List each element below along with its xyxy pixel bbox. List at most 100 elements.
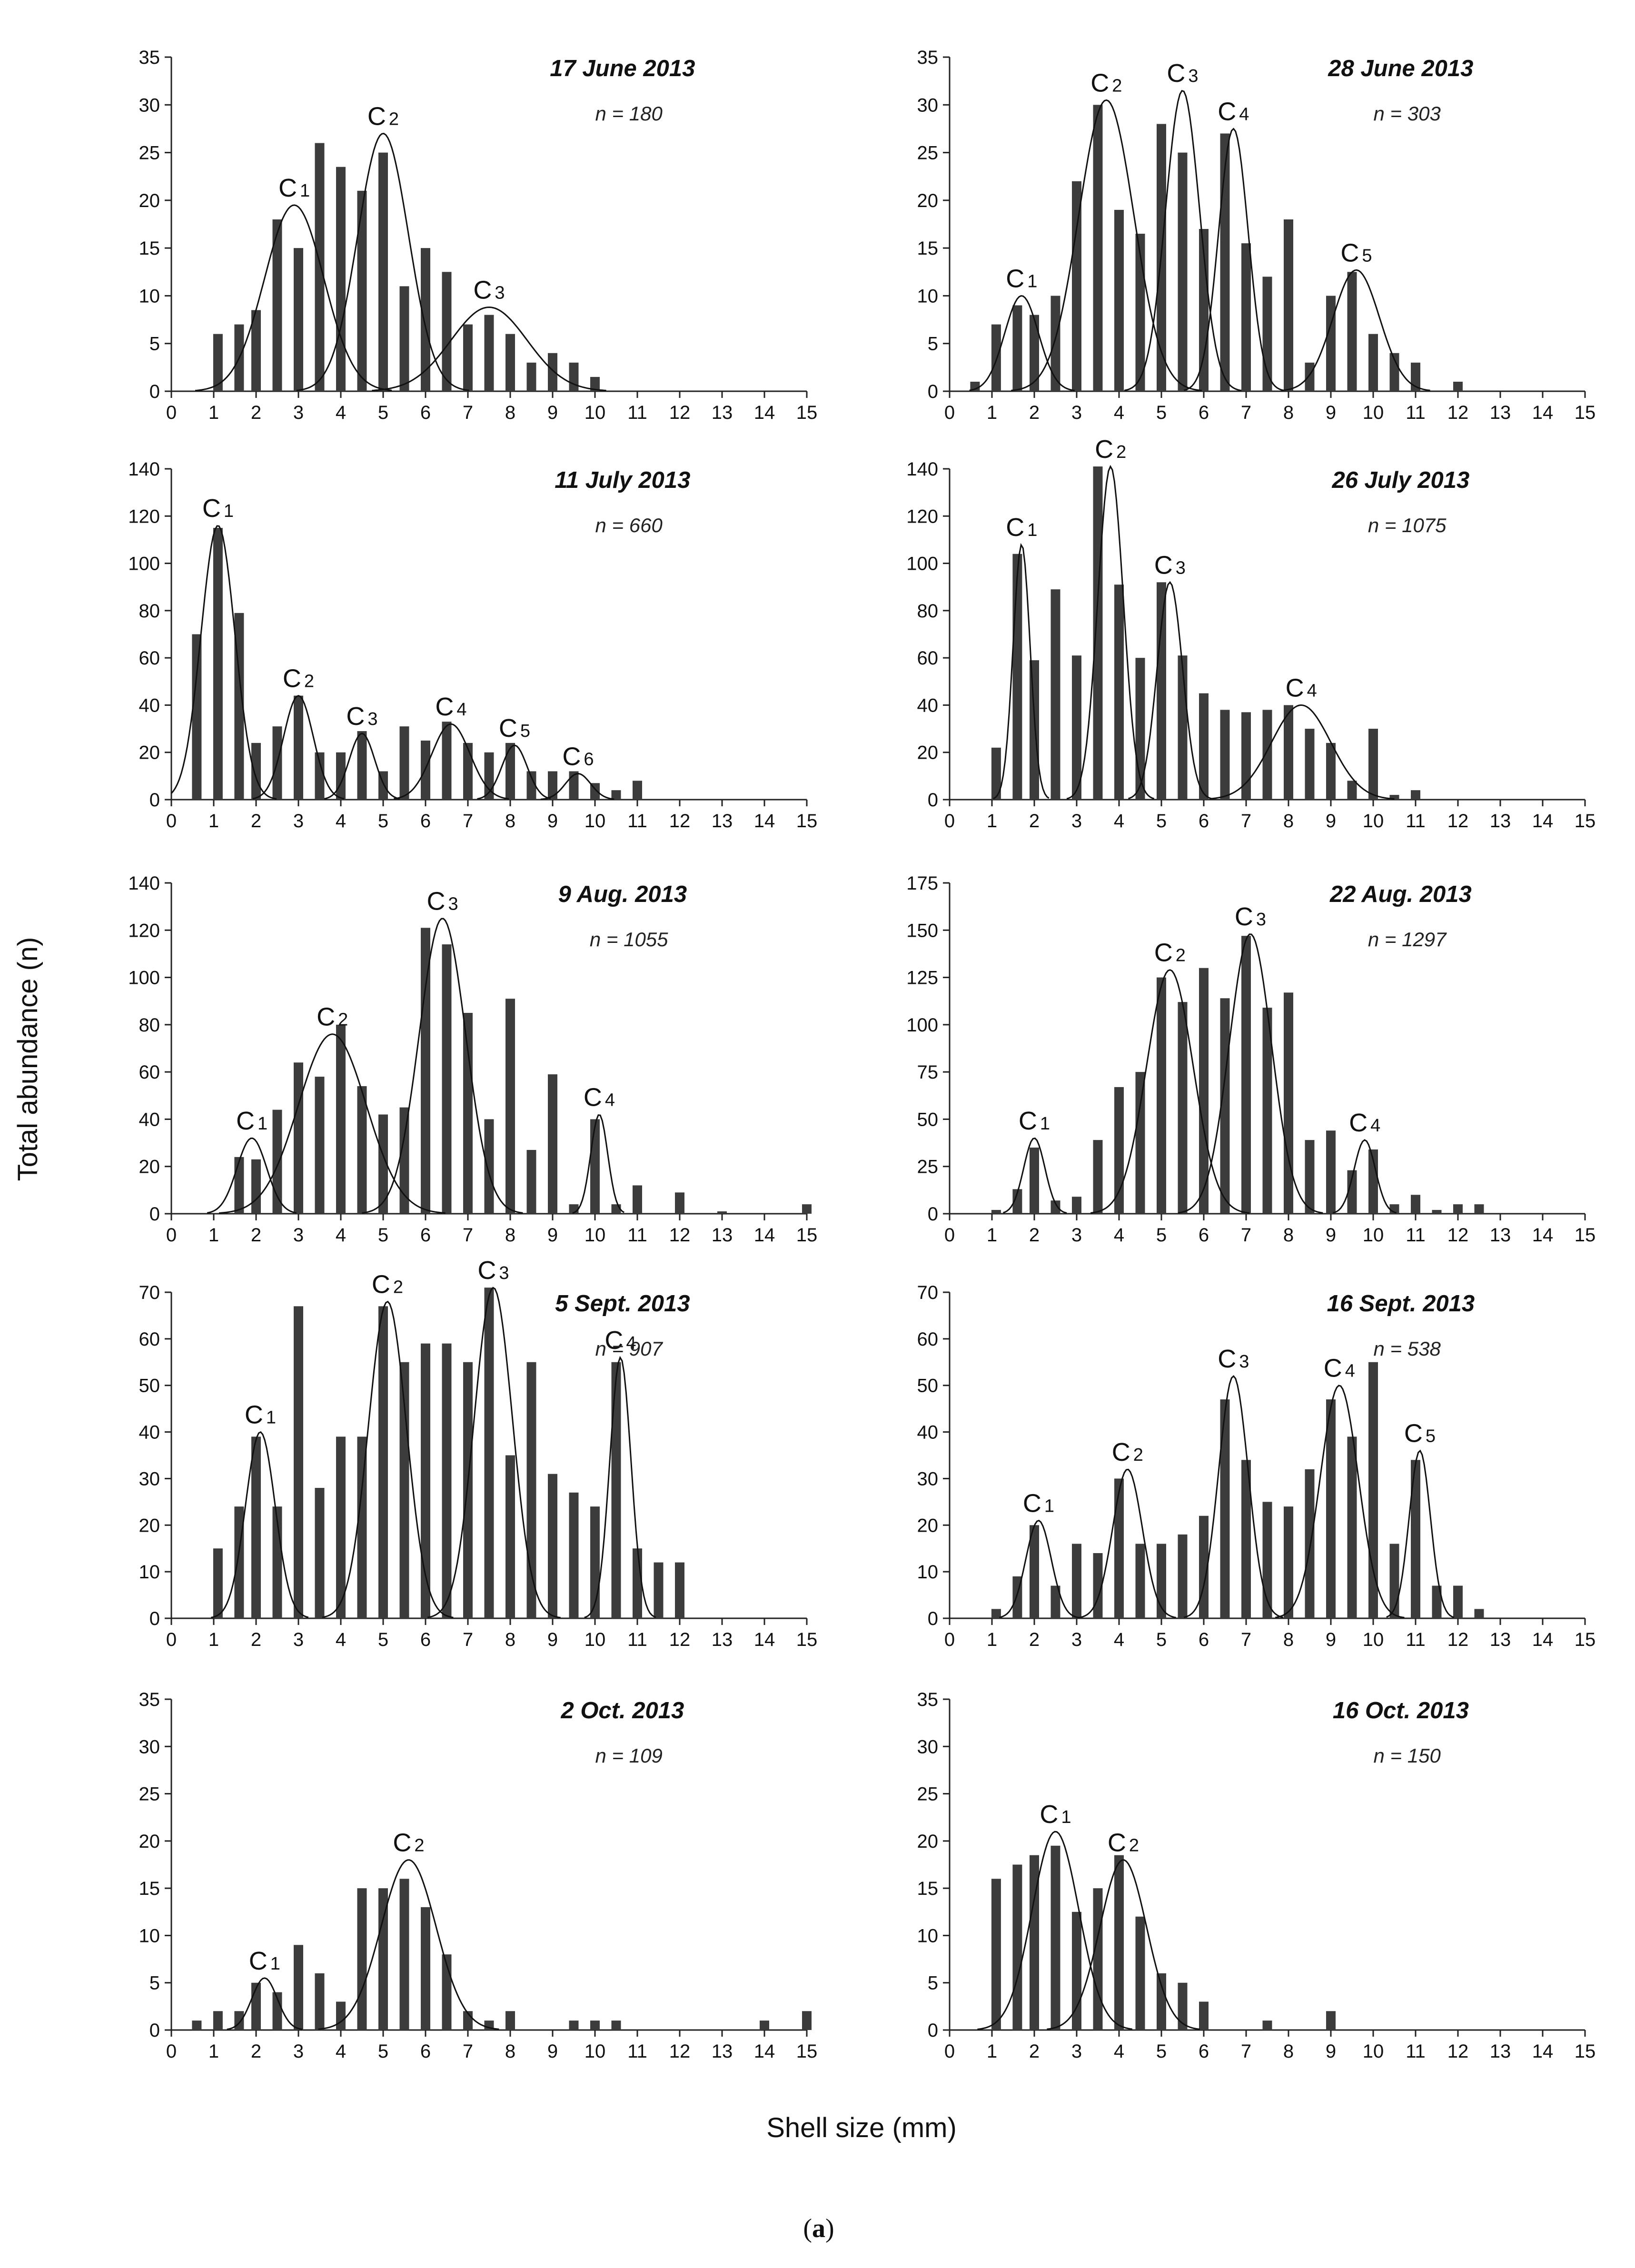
cohort-curve <box>372 306 606 391</box>
bar <box>442 1343 452 1618</box>
bar <box>294 1945 303 2030</box>
cohort-index: 1 <box>1027 271 1037 291</box>
bar <box>1347 1436 1357 1618</box>
x-tick-label: 8 <box>1283 2041 1294 2062</box>
x-tick-label: 10 <box>585 1629 606 1650</box>
cohort-curve <box>1183 128 1284 391</box>
x-tick-label: 11 <box>1406 811 1426 832</box>
cohort-index: 3 <box>1256 910 1266 930</box>
y-tick-label: 70 <box>917 1282 939 1303</box>
bar <box>421 1343 430 1618</box>
bar <box>1453 1204 1463 1214</box>
bar <box>569 771 579 800</box>
bar <box>378 1306 388 1618</box>
x-tick-label: 5 <box>1156 2041 1167 2062</box>
x-tick-label: 4 <box>336 402 346 423</box>
bar <box>1241 243 1251 391</box>
x-tick-label: 6 <box>1199 811 1209 832</box>
x-tick-label: 8 <box>1283 402 1294 423</box>
cohort-letter: C <box>1090 69 1109 97</box>
cohort-letter: C <box>278 174 297 202</box>
cohort-curve <box>1011 99 1202 391</box>
y-tick-label: 140 <box>128 873 160 894</box>
bar <box>970 381 980 391</box>
bar <box>760 2020 769 2030</box>
sample-size: n = 538 <box>1374 1337 1441 1360</box>
x-tick-label: 15 <box>796 811 818 832</box>
cohort-letter: C <box>317 1003 335 1031</box>
y-tick-label: 0 <box>149 381 160 402</box>
cohort-index: 4 <box>626 1333 636 1353</box>
cohort-letter: C <box>473 276 492 304</box>
y-tick-label: 0 <box>928 1204 938 1225</box>
bar <box>1368 1362 1378 1618</box>
x-tick-label: 9 <box>547 1225 558 1246</box>
bar <box>378 1888 388 2030</box>
bar <box>1262 277 1272 391</box>
bar <box>272 1992 282 2030</box>
panel-label-close: ) <box>825 2214 834 2243</box>
cohort-index: 2 <box>1129 1836 1139 1856</box>
cohort-index: 2 <box>304 672 314 692</box>
bar <box>1030 660 1039 800</box>
y-tick-label: 50 <box>917 1376 939 1396</box>
bar <box>1326 743 1336 800</box>
bar <box>1135 1916 1145 2030</box>
x-tick-label: 2 <box>1029 2041 1040 2062</box>
bar <box>675 1562 684 1618</box>
cohort-letter: C <box>372 1270 390 1299</box>
bar <box>294 695 303 800</box>
bar <box>991 324 1001 391</box>
bar <box>633 781 642 800</box>
x-tick-label: 3 <box>1071 1629 1082 1650</box>
y-tick-label: 100 <box>906 1015 938 1036</box>
x-tick-label: 10 <box>585 1225 606 1246</box>
chart-title: 9 Aug. 2013 <box>558 881 687 907</box>
cohort-curve <box>170 525 277 800</box>
y-tick-label: 140 <box>128 459 160 480</box>
chart-title: 16 Oct. 2013 <box>1333 1698 1469 1723</box>
y-tick-label: 80 <box>139 1015 160 1036</box>
bar <box>991 747 1001 800</box>
sample-size: n = 1075 <box>1368 514 1447 536</box>
x-tick-label: 3 <box>1071 402 1082 423</box>
y-tick-label: 0 <box>149 1204 160 1225</box>
x-tick-label: 3 <box>293 402 304 423</box>
x-tick-label: 6 <box>420 402 431 423</box>
cohort-letter: C <box>1108 1829 1126 1857</box>
cohort-letter: C <box>346 702 365 731</box>
x-tick-label: 6 <box>420 811 431 832</box>
sample-size: n = 109 <box>595 1744 663 1767</box>
cohort-index: 4 <box>1370 1116 1380 1136</box>
y-tick-label: 20 <box>917 1831 939 1852</box>
x-tick-label: 15 <box>796 2041 818 2062</box>
bar <box>442 722 452 800</box>
x-tick-label: 2 <box>1029 1225 1040 1246</box>
y-tick-label: 25 <box>139 1784 160 1805</box>
cohort-index: 2 <box>393 1278 403 1297</box>
x-tick-label: 1 <box>208 1629 219 1650</box>
bar <box>1305 362 1315 391</box>
cohort-curve <box>427 1287 561 1619</box>
bar <box>315 1077 325 1214</box>
cohort-letter: C <box>1340 238 1359 267</box>
x-tick-label: 1 <box>208 402 219 423</box>
x-tick-label: 8 <box>1283 811 1294 832</box>
bar <box>611 790 621 800</box>
y-tick-label: 25 <box>917 1784 939 1805</box>
panel-label-open: ( <box>803 2214 812 2243</box>
y-tick-label: 0 <box>149 1608 160 1629</box>
bar <box>234 2011 244 2030</box>
y-tick-label: 40 <box>139 1422 160 1443</box>
sample-size: n = 1297 <box>1368 928 1447 951</box>
y-tick-label: 30 <box>139 1468 160 1489</box>
